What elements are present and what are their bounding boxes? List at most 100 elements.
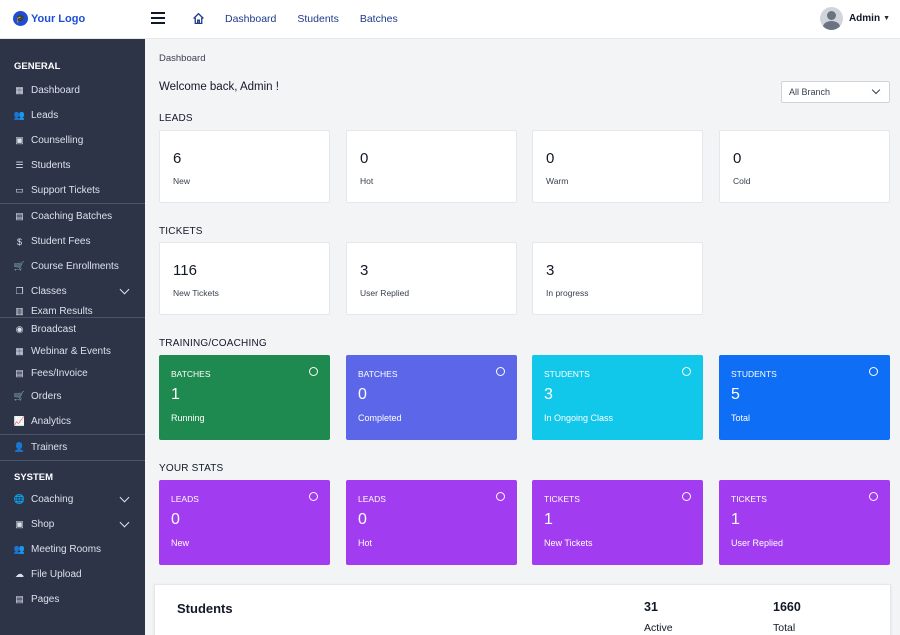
sidebar-item-label: Exam Results [31,306,93,317]
sidebar-item-fees-invoice[interactable]: ▤ Fees/Invoice [0,362,145,384]
sidebar-item-label: Classes [31,286,67,297]
sidebar-item-label: Orders [31,391,62,402]
invoice-icon: ▤ [15,367,24,378]
upload-icon: ☁ [15,569,24,579]
card-value: 0 [358,511,367,528]
dollar-icon: $ [16,236,22,247]
sidebar-item-shop[interactable]: ▣ Shop [0,512,145,537]
sidebar-item-label: Pages [31,594,60,605]
sidebar-item-leads[interactable]: 👥 Leads [0,103,145,128]
card-label: Running [171,413,205,423]
meeting-icon: 👥 [13,544,26,554]
card-category: LEADS [358,494,386,504]
card-value: 116 [173,262,197,279]
card-category: TICKETS [544,494,580,504]
id-card-icon: ▣ [15,135,24,145]
ticket-card-new[interactable]: 116 New Tickets [159,242,330,315]
sidebar-item-meeting-rooms[interactable]: 👥 Meeting Rooms [0,537,145,562]
user-name: Admin [848,13,881,24]
ticket-card-user-replied[interactable]: 3 User Replied [346,242,517,315]
sidebar-item-label: Course Enrollments [31,261,119,272]
copy-icon: ❐ [15,286,24,296]
sidebar-item-classes[interactable]: ❐ Classes [0,279,145,304]
sidebar-divider [0,434,145,435]
sidebar-item-support-tickets[interactable]: ▭ Support Tickets [0,178,145,203]
stats-card-tickets-user-replied[interactable]: TICKETS 1 User Replied [719,480,890,565]
card-label: In progress [546,288,589,298]
sidebar-item-course-enrollments[interactable]: 🛒 Course Enrollments [0,254,145,279]
panel-title: Students [177,601,233,616]
top-bar: 🎓 Your Logo Dashboard Students Batches A… [0,0,900,39]
training-card-batches-running[interactable]: BATCHES 1 Running [159,355,330,440]
sidebar-item-students[interactable]: ☰ Students [0,153,145,178]
sidebar-item-pages[interactable]: ▤ Pages [0,587,145,612]
sidebar-item-counselling[interactable]: ▣ Counselling [0,128,145,153]
sidebar-item-label: Trainers [31,442,68,453]
hamburger-menu-icon[interactable] [151,12,165,24]
sidebar-item-webinar-events[interactable]: ▦ Webinar & Events [0,340,145,362]
user-menu[interactable]: Admin ▼ [819,7,890,30]
chevron-down-icon [119,284,130,295]
sidebar-item-exam-results[interactable]: ▥ Exam Results [0,304,145,317]
card-value: 0 [546,150,555,167]
doc-icon: ▥ [15,306,24,316]
cart-icon: 🛒 [13,261,26,271]
chevron-down-icon [119,517,130,528]
card-value: 0 [360,150,369,167]
training-card-students-ongoing[interactable]: STUDENTS 3 In Ongoing Class [532,355,703,440]
branch-select[interactable]: All Branch [781,81,890,103]
logo[interactable]: 🎓 Your Logo [13,11,85,26]
topnav-batches[interactable]: Batches [359,13,398,25]
card-value: 0 [733,150,742,167]
card-label: In Ongoing Class [544,413,614,423]
stats-card-tickets-new[interactable]: TICKETS 1 New Tickets [532,480,703,565]
sidebar-item-dashboard[interactable]: ▦ Dashboard [0,78,145,103]
chevron-down-icon [871,85,881,95]
lead-card-cold[interactable]: 0 Cold [719,130,890,203]
card-value: 3 [546,262,555,279]
card-category: BATCHES [358,369,398,379]
sidebar-divider [0,203,145,204]
sidebar: GENERAL ▦ Dashboard 👥 Leads ▣ Counselling ☰… [0,39,145,635]
card-value: 1 [731,511,740,528]
lead-card-new[interactable]: 6 New [159,130,330,203]
card-category: TICKETS [731,494,767,504]
training-card-batches-completed[interactable]: BATCHES 0 Completed [346,355,517,440]
lead-card-warm[interactable]: 0 Warm [532,130,703,203]
circle-icon [496,492,505,501]
sidebar-item-broadcast[interactable]: ◉ Broadcast [0,318,145,340]
sidebar-item-label: Dashboard [31,85,80,96]
card-category: STUDENTS [544,369,590,379]
sidebar-divider [0,317,145,318]
users-icon: 👥 [13,110,26,120]
sidebar-item-trainers[interactable]: 👤 Trainers [0,435,145,460]
sidebar-item-coaching-batches[interactable]: ▤ Coaching Batches [0,204,145,229]
circle-icon [682,367,691,376]
circle-icon [869,492,878,501]
breadcrumb[interactable]: Dashboard [159,53,206,64]
training-card-students-total[interactable]: STUDENTS 5 Total [719,355,890,440]
sidebar-item-label: Broadcast [31,323,77,335]
stats-card-leads-new[interactable]: LEADS 0 New [159,480,330,565]
sidebar-item-file-upload[interactable]: ☁ File Upload [0,562,145,587]
sidebar-item-label: Analytics [31,416,72,427]
topnav-dashboard[interactable]: Dashboard [225,13,277,25]
lead-card-hot[interactable]: 0 Hot [346,130,517,203]
stats-card-leads-hot[interactable]: LEADS 0 Hot [346,480,517,565]
circle-icon [309,492,318,501]
box-icon: ▣ [15,519,24,529]
sidebar-item-student-fees[interactable]: $ Student Fees [0,229,145,254]
sidebar-item-coaching[interactable]: 🌐 Coaching [0,487,145,512]
ticket-card-in-progress[interactable]: 3 In progress [532,242,703,315]
sidebar-item-analytics[interactable]: 📈 Analytics [0,409,145,434]
home-icon[interactable] [192,12,205,25]
card-label: New [173,176,191,186]
sidebar-heading-system: SYSTEM [14,472,54,483]
topnav-students[interactable]: Students [297,13,339,25]
card-value: 3 [360,262,369,279]
student-icon: ☰ [15,160,24,170]
sidebar-item-label: File Upload [31,569,82,580]
card-label: Hot [360,176,374,186]
sidebar-item-orders[interactable]: 🛒 Orders [0,384,145,409]
pages-icon: ▤ [15,594,24,604]
